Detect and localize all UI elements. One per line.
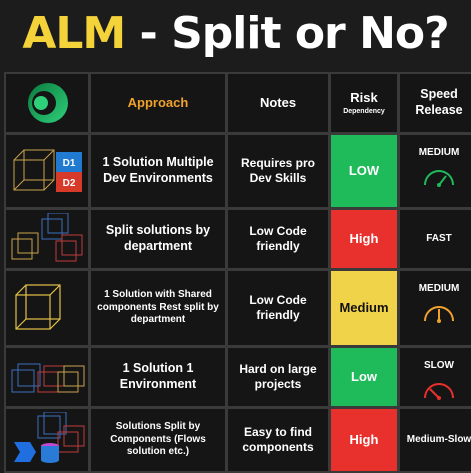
row5-speed: Medium-Slow: [400, 409, 471, 471]
title-rest: - Split or No?: [125, 8, 450, 59]
row3-approach: 1 Solution with Shared components Rest s…: [91, 271, 225, 345]
row2-approach: Split solutions by department: [91, 210, 225, 268]
header-risk-sub: Dependency: [343, 107, 385, 115]
row1-risk: LOW: [331, 135, 397, 207]
header-risk: Risk Dependency: [331, 74, 397, 132]
row1-notes: Requires pro Dev Skills: [228, 135, 328, 207]
row3-icon: [6, 271, 88, 345]
d1-label: D1: [63, 158, 76, 169]
row3-risk: Medium: [331, 271, 397, 345]
row3-speed-label: MEDIUM: [418, 283, 460, 294]
flow-icon: [14, 442, 36, 462]
row2-risk: High: [331, 210, 397, 268]
row4-icon: [6, 348, 88, 406]
header-speed-line1: Speed: [420, 87, 458, 102]
speedometer-icon: [424, 382, 454, 400]
comparison-table: Approach Notes Risk Dependency Speed Rel…: [4, 72, 471, 473]
row1-speed-label: MEDIUM: [418, 147, 460, 158]
row1-icon: D1 D2: [6, 135, 88, 207]
row1-speed: MEDIUM: [400, 135, 471, 207]
row4-notes: Hard on large projects: [228, 348, 328, 406]
header-approach: Approach: [91, 74, 225, 132]
page-title: ALM - Split or No?: [0, 0, 471, 68]
header-notes: Notes: [228, 74, 328, 132]
row1-approach: 1 Solution Multiple Dev Environments: [91, 135, 225, 207]
row4-approach: 1 Solution 1 Environment: [91, 348, 225, 406]
row3-speed: MEDIUM: [400, 271, 471, 345]
dataverse-logo: [6, 74, 88, 132]
header-speed: Speed Release: [400, 74, 471, 132]
title-alm: ALM: [22, 8, 126, 59]
row2-icon: [6, 210, 88, 268]
speedometer-icon: [424, 305, 454, 323]
d2-label: D2: [63, 178, 76, 189]
row5-approach: Solutions Split by Components (Flows sol…: [91, 409, 225, 471]
row5-icon: [6, 409, 88, 471]
row2-speed: FAST: [400, 210, 471, 268]
row5-risk: High: [331, 409, 397, 471]
row4-risk: Low: [331, 348, 397, 406]
header-risk-label: Risk: [350, 89, 378, 105]
row4-speed-label: SLOW: [424, 360, 454, 371]
row5-notes: Easy to find components: [228, 409, 328, 471]
row2-notes: Low Code friendly: [228, 210, 328, 268]
header-speed-line2: Release: [415, 103, 463, 117]
row4-speed: SLOW: [400, 348, 471, 406]
row3-notes: Low Code friendly: [228, 271, 328, 345]
speedometer-icon: [424, 169, 454, 187]
